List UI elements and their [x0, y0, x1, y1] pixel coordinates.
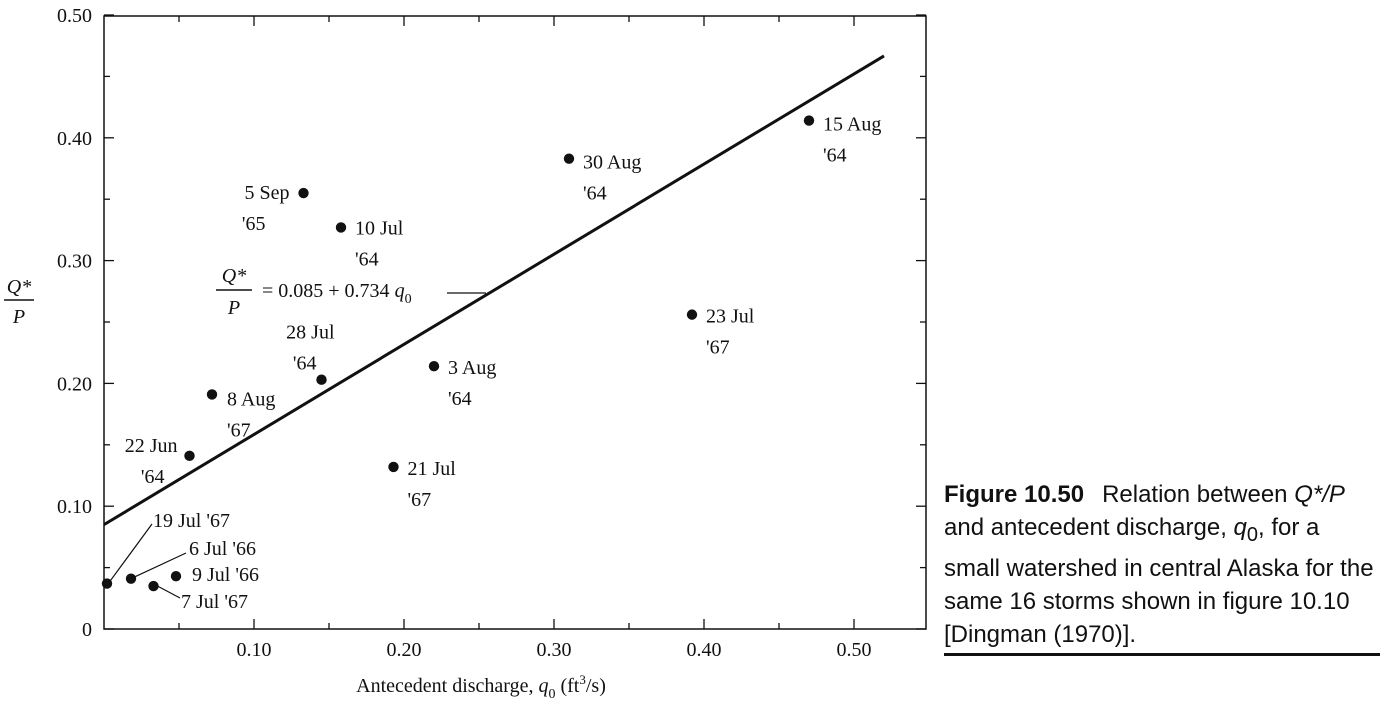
y-tick-label: 0.20	[57, 373, 92, 395]
equation-denominator: P	[227, 297, 240, 319]
equation-symbol: q	[395, 280, 405, 302]
point-label: 30 Aug	[583, 152, 641, 174]
data-points	[101, 115, 815, 592]
point-label: 5 Sep	[245, 182, 290, 204]
data-point	[335, 222, 347, 233]
data-point	[125, 573, 137, 584]
point-label-year: '67	[227, 419, 251, 441]
caption-text-3: , for a small watershed in central Alask…	[944, 514, 1374, 648]
equation-body: = 0.085 + 0.734	[262, 280, 395, 302]
point-label-year: '64	[293, 353, 317, 375]
point-label-year: '64	[141, 466, 165, 488]
x-label-subscript: 0	[548, 687, 555, 702]
regression-line-path	[103, 54, 885, 526]
figure-number: Figure 10.50	[944, 481, 1085, 508]
x-axis-label: Antecedent discharge, q0 (ft3/s)	[356, 672, 606, 702]
point-leader-line	[108, 523, 153, 583]
point-label-year: '67	[706, 337, 730, 359]
point-label-year: '64	[823, 145, 847, 167]
x-tick-label: 0.30	[537, 639, 572, 661]
caption-ratio: Q*/P	[1294, 481, 1345, 508]
x-label-text: Antecedent discharge,	[356, 675, 538, 697]
point-leader-line	[132, 552, 187, 579]
y-label-numerator: Q*	[7, 276, 31, 298]
caption-q-subscript: 0	[1246, 523, 1259, 546]
point-label-year: '64	[355, 248, 379, 270]
y-tick-label: 0.30	[57, 251, 92, 273]
data-point	[206, 389, 218, 400]
data-point	[316, 374, 327, 385]
data-point	[428, 361, 440, 372]
point-label-year: '65	[242, 213, 266, 235]
point-label-year: '67	[408, 489, 432, 511]
point-label: 6 Jul '66	[189, 538, 256, 560]
point-leader-line	[155, 584, 181, 599]
regression-equation: Q* P = 0.085 + 0.734 q0	[216, 265, 486, 319]
point-label: 28 Jul	[286, 322, 335, 344]
point-label: 22 Jun	[125, 435, 178, 457]
caption-text-1: Relation between	[1102, 481, 1295, 508]
y-tick-label: 0.40	[57, 128, 92, 150]
data-point	[803, 115, 815, 126]
x-label-unit: (ft	[555, 675, 579, 697]
point-label-year: '64	[583, 183, 607, 205]
point-label-year: '64	[448, 388, 472, 410]
x-label-unit-superscript: 3	[579, 672, 586, 687]
x-tick-label: 0.50	[837, 639, 872, 661]
x-tick-label: 0.40	[687, 639, 722, 661]
data-point	[563, 153, 575, 164]
data-point	[298, 187, 309, 199]
y-tick-label: 0.50	[57, 5, 92, 27]
x-tick-label: 0.10	[237, 639, 272, 661]
point-label: 23 Jul	[706, 306, 755, 328]
point-label: 3 Aug	[448, 357, 496, 379]
point-label: 10 Jul	[355, 217, 404, 239]
equation-numerator: Q*	[222, 265, 246, 287]
x-label-symbol: q	[538, 675, 548, 697]
data-point	[388, 461, 399, 473]
data-point-labels: 15 Aug '64 30 Aug '64 5 Sep '65 10 Jul '64 23 Ju…	[108, 114, 881, 613]
caption-text-2: and antecedent discharge,	[944, 514, 1234, 541]
y-label-denominator: P	[12, 306, 25, 328]
y-tick-label: 0	[82, 619, 92, 641]
regression-line	[103, 54, 885, 526]
x-label-unit-end: /s)	[586, 675, 606, 697]
equation-text: = 0.085 + 0.734 q0	[262, 280, 412, 307]
data-point	[170, 570, 182, 582]
point-label: 19 Jul '67	[153, 510, 230, 532]
y-axis-label: Q* P	[4, 276, 34, 328]
x-axis: 0.10 0.20 0.30 0.40 0.50	[178, 16, 872, 661]
point-label: 7 Jul '67	[181, 591, 248, 613]
figure-caption: Figure 10.50 Relation between Q*/P and an…	[944, 478, 1380, 656]
y-axis: 0 0.10 0.20 0.30 0.40 0.50	[57, 5, 926, 641]
point-label: 9 Jul '66	[192, 564, 259, 586]
y-tick-label: 0.10	[57, 496, 92, 518]
data-point	[184, 450, 195, 462]
equation-subscript: 0	[405, 292, 412, 307]
x-tick-label: 0.20	[387, 639, 422, 661]
data-point	[148, 580, 159, 592]
scatter-chart: 00.100.200.300.400.50 0.10 0.20 0.30 0.40 0.…	[4, 5, 927, 702]
point-label: 15 Aug	[823, 114, 881, 136]
caption-q-symbol: q	[1233, 514, 1247, 541]
data-point	[686, 309, 698, 320]
point-label: 21 Jul	[408, 458, 457, 480]
point-label: 8 Aug	[227, 388, 275, 410]
